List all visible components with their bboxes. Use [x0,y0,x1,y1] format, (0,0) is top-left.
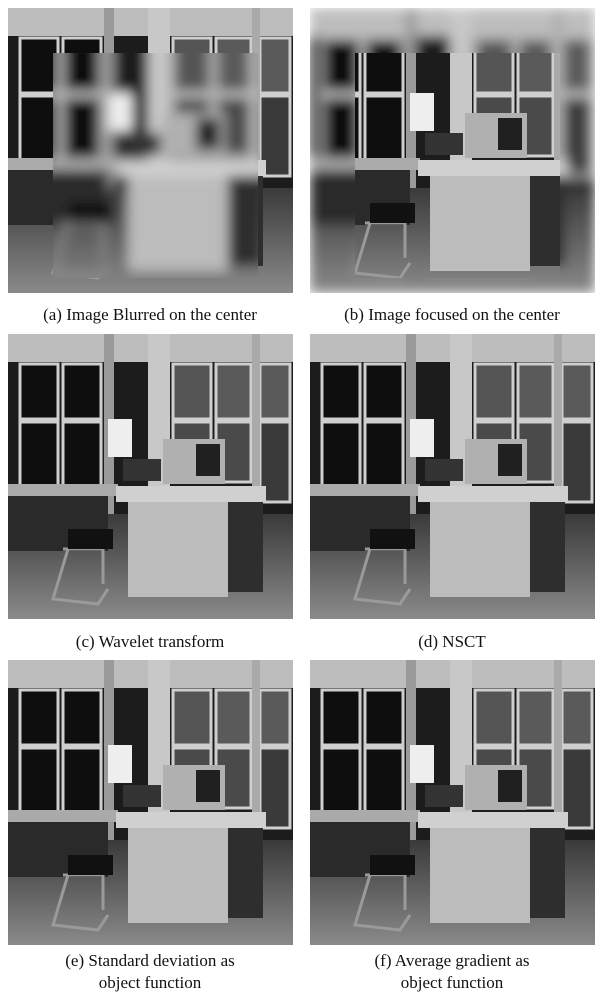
panel-image [310,334,595,619]
caption: (d) NSCT [418,632,486,651]
caption: object function [99,973,202,992]
caption: (f) Average gradient as [375,951,530,970]
panel-image [310,660,595,945]
panel-image [8,8,293,293]
caption: (a) Image Blurred on the center [43,305,257,324]
caption: (b) Image focused on the center [344,305,560,324]
panel-image [310,8,595,293]
panel-image [8,334,293,619]
caption: (e) Standard deviation as [65,951,234,970]
caption: (c) Wavelet transform [76,632,224,651]
panel-image [8,660,293,945]
figure: (a) Image Blurred on the center (b) Imag… [0,0,595,994]
caption: object function [401,973,504,992]
